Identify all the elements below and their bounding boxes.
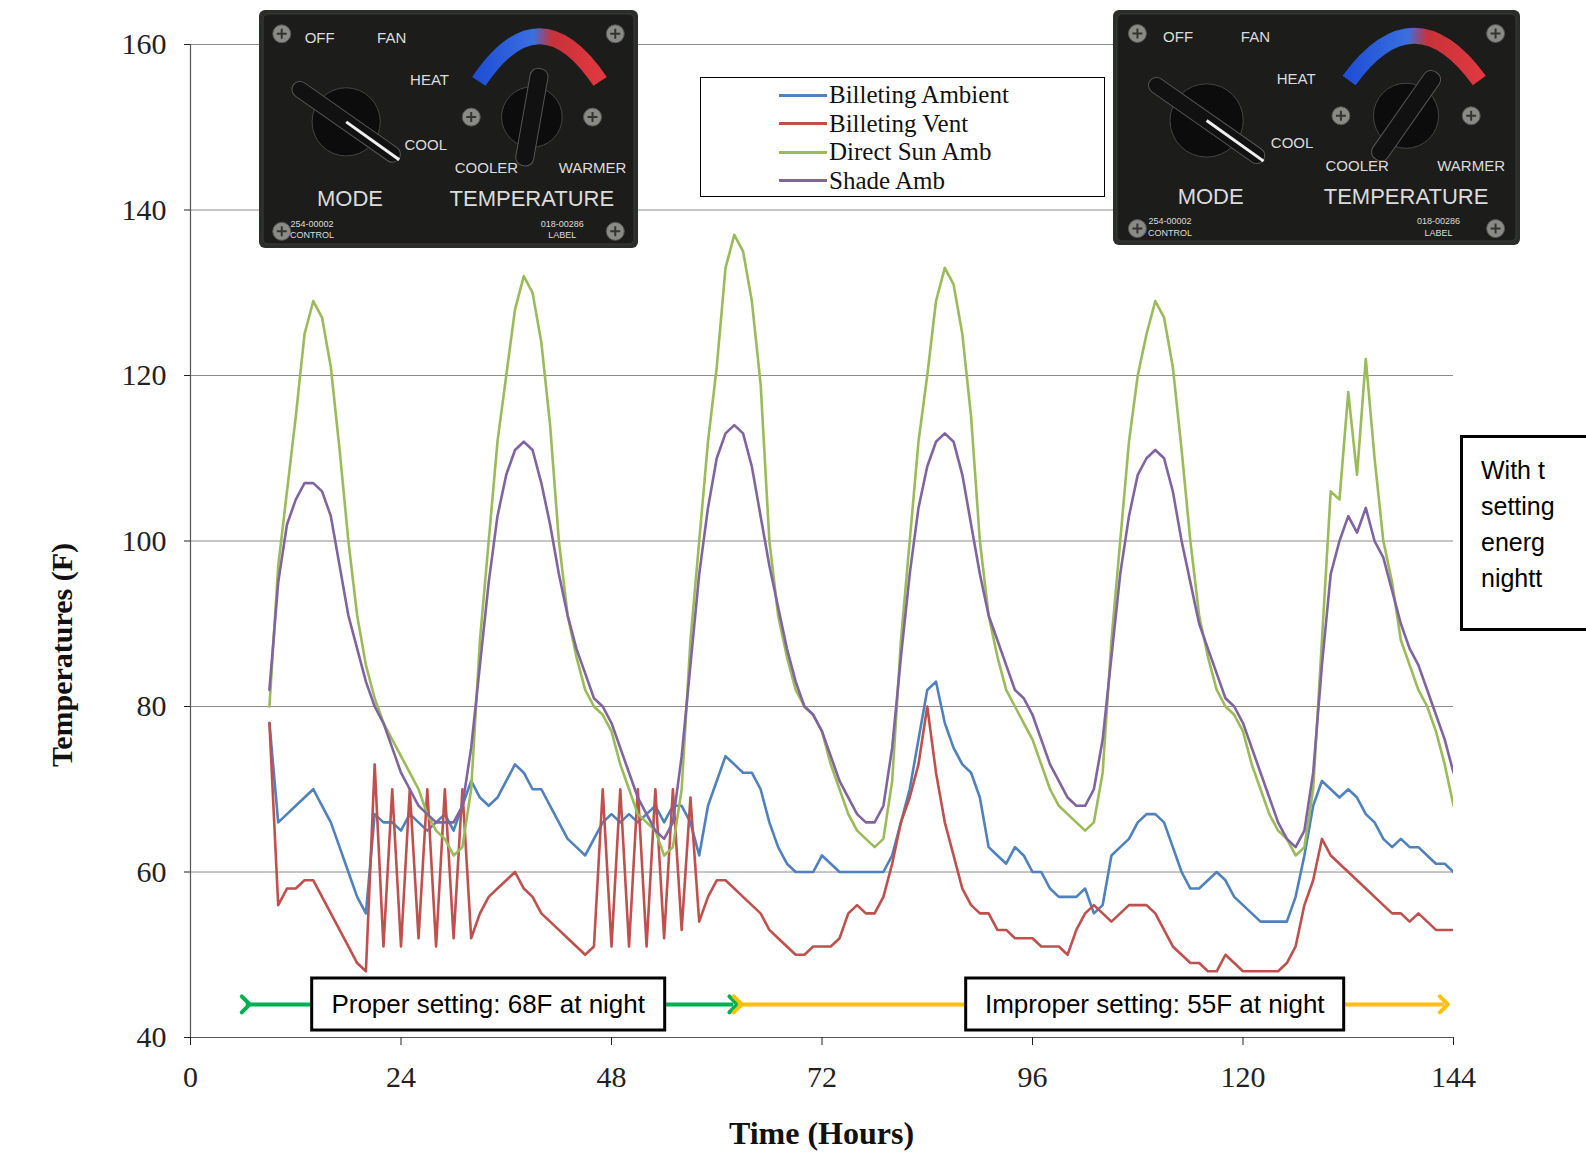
svg-text:254-00002: 254-00002 <box>1148 216 1191 226</box>
svg-text:LABEL: LABEL <box>548 230 576 240</box>
svg-text:WARMER: WARMER <box>1437 157 1505 174</box>
svg-text:OFF: OFF <box>305 29 335 46</box>
svg-text:018-00286: 018-00286 <box>1417 216 1460 226</box>
svg-text:FAN: FAN <box>377 29 406 46</box>
svg-text:WARMER: WARMER <box>559 159 627 176</box>
html-text:Temperatures (F): Temperatures (F) <box>45 542 78 768</box>
html-text:Improper setting: 55F at night: Improper setting: 55F at night <box>985 988 1325 1019</box>
svg-text:96: 96 <box>1018 1060 1048 1093</box>
svg-text:CONTROL: CONTROL <box>1148 228 1192 238</box>
svg-text:HEAT: HEAT <box>410 71 449 88</box>
html-text:nightt: nightt <box>1481 564 1543 592</box>
html-text:Billeting Vent: Billeting Vent <box>829 109 969 137</box>
svg-text:120: 120 <box>1221 1060 1266 1093</box>
html-text:Time (Hours): Time (Hours) <box>728 1114 915 1151</box>
svg-text:018-00286: 018-00286 <box>541 219 584 229</box>
html-text:With t: With t <box>1481 456 1545 484</box>
svg-text:MODE: MODE <box>1178 184 1244 209</box>
svg-text:40: 40 <box>137 1020 167 1053</box>
svg-text:254-00002: 254-00002 <box>291 219 334 229</box>
html-text:setting: setting <box>1481 492 1555 520</box>
svg-text:100: 100 <box>122 524 167 557</box>
svg-text:COOLER: COOLER <box>1326 157 1390 174</box>
svg-text:160: 160 <box>122 27 167 60</box>
svg-text:0: 0 <box>183 1060 198 1093</box>
svg-text:24: 24 <box>386 1060 416 1093</box>
svg-text:72: 72 <box>807 1060 837 1093</box>
html-text:Direct Sun Amb: Direct Sun Amb <box>829 138 992 166</box>
svg-text:60: 60 <box>137 855 167 888</box>
svg-text:COOL: COOL <box>405 136 448 153</box>
svg-text:144: 144 <box>1431 1060 1476 1093</box>
svg-text:COOLER: COOLER <box>455 159 519 176</box>
html-text:Shade Amb: Shade Amb <box>829 166 945 194</box>
html-text:energ: energ <box>1481 528 1545 556</box>
html-text:Billeting Ambient: Billeting Ambient <box>829 81 1009 109</box>
html-text:Proper setting: 68F at night: Proper setting: 68F at night <box>331 988 645 1019</box>
svg-text:TEMPERATURE: TEMPERATURE <box>1324 184 1489 209</box>
svg-text:48: 48 <box>597 1060 627 1093</box>
svg-text:140: 140 <box>122 193 167 226</box>
svg-text:OFF: OFF <box>1163 28 1193 45</box>
svg-text:CONTROL: CONTROL <box>290 230 334 240</box>
svg-text:MODE: MODE <box>317 186 383 211</box>
svg-text:120: 120 <box>122 358 167 391</box>
svg-text:80: 80 <box>137 689 167 722</box>
svg-text:LABEL: LABEL <box>1425 228 1453 238</box>
svg-text:TEMPERATURE: TEMPERATURE <box>450 186 615 211</box>
svg-text:FAN: FAN <box>1241 28 1270 45</box>
svg-text:COOL: COOL <box>1271 134 1314 151</box>
svg-text:HEAT: HEAT <box>1277 70 1316 87</box>
